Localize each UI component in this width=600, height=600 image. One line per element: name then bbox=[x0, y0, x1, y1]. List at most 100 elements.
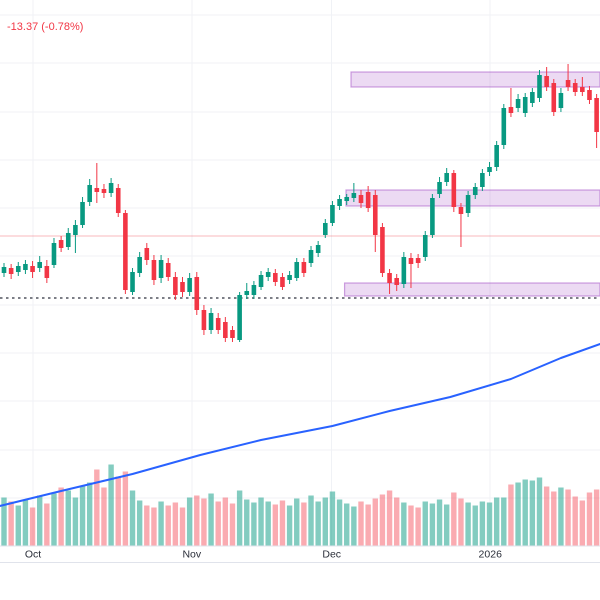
volume-bar bbox=[244, 499, 250, 546]
volume-bar bbox=[522, 479, 528, 546]
volume-bar bbox=[265, 501, 271, 546]
volume-bar bbox=[501, 497, 507, 546]
volume-bar bbox=[315, 501, 321, 546]
candle-up bbox=[265, 272, 271, 277]
volume-bar bbox=[294, 498, 300, 546]
candle-down bbox=[123, 213, 128, 290]
candle-down bbox=[8, 268, 14, 274]
candle-up bbox=[430, 198, 435, 235]
volume-bar bbox=[572, 496, 578, 546]
volume-bar bbox=[401, 502, 407, 546]
volume-bar bbox=[44, 503, 50, 546]
candle-up bbox=[344, 197, 350, 201]
volume-bar bbox=[443, 504, 450, 546]
candle-down bbox=[215, 318, 221, 330]
volume-bar bbox=[365, 504, 371, 546]
volume-bar bbox=[15, 505, 21, 546]
candle-up bbox=[494, 145, 499, 167]
candle-up bbox=[258, 275, 264, 287]
candle-down bbox=[280, 277, 285, 287]
chart-legend: -13.37 (-0.78%) bbox=[7, 21, 83, 34]
volume-bar bbox=[322, 497, 328, 546]
volume-bar bbox=[308, 495, 314, 546]
candle-down bbox=[365, 192, 371, 208]
candle-down bbox=[115, 188, 121, 213]
volume-bar bbox=[79, 485, 86, 546]
volume-bar bbox=[172, 502, 179, 546]
volume-bar bbox=[579, 500, 586, 546]
supply-zone-upper[interactable] bbox=[350, 71, 600, 88]
candle-down bbox=[201, 310, 207, 330]
volume-bar bbox=[358, 501, 364, 546]
candle-down bbox=[151, 260, 157, 280]
volume-bar bbox=[486, 502, 493, 546]
volume-bar bbox=[186, 497, 193, 546]
volume-bar bbox=[215, 501, 221, 546]
candle-up bbox=[108, 183, 114, 193]
volume-bar bbox=[336, 499, 343, 546]
x-axis-label: Nov bbox=[182, 549, 201, 561]
volume-bar bbox=[222, 497, 229, 546]
volume-bar bbox=[451, 492, 457, 546]
demand-zone-lower[interactable] bbox=[343, 282, 600, 297]
candle-up bbox=[65, 233, 71, 247]
candle-down bbox=[30, 266, 35, 272]
candle-up bbox=[137, 257, 142, 273]
candle-up bbox=[315, 245, 321, 253]
candle-down bbox=[572, 83, 578, 92]
candle-up bbox=[437, 182, 442, 194]
volume-bar bbox=[65, 490, 71, 546]
volume-bar bbox=[344, 503, 350, 546]
volume-bar bbox=[129, 490, 136, 546]
volume-bar bbox=[565, 489, 571, 546]
volume-bar bbox=[101, 487, 107, 546]
candle-up bbox=[158, 260, 164, 278]
volume-bar bbox=[458, 498, 464, 546]
candle-down bbox=[144, 248, 150, 260]
candle-down bbox=[180, 282, 185, 292]
candle-down bbox=[301, 262, 307, 273]
candle-up bbox=[472, 187, 478, 195]
time-axis[interactable]: Oct Nov Dec 2026 bbox=[0, 545, 600, 563]
volume-bar bbox=[493, 497, 500, 546]
candle-up bbox=[522, 97, 528, 113]
volume-bar bbox=[286, 505, 293, 546]
candle-up bbox=[530, 92, 535, 103]
candle-down bbox=[58, 240, 64, 248]
candle-down bbox=[387, 273, 392, 283]
candle-up bbox=[444, 173, 449, 182]
candle-down bbox=[173, 277, 178, 295]
volume-bar bbox=[279, 500, 286, 546]
volume-bar bbox=[58, 487, 64, 546]
volume-bars bbox=[1, 464, 600, 546]
candle-up bbox=[15, 266, 21, 272]
candle-down bbox=[380, 227, 385, 273]
candle-up bbox=[558, 93, 564, 108]
candle-down bbox=[223, 322, 228, 338]
volume-bar bbox=[122, 471, 129, 546]
candle-up bbox=[87, 185, 92, 202]
volume-bar bbox=[515, 482, 521, 546]
volume-bar bbox=[408, 505, 414, 546]
candle-up bbox=[208, 313, 214, 330]
volume-bar bbox=[29, 507, 36, 546]
volume-bar bbox=[115, 476, 121, 546]
volume-bar bbox=[151, 507, 157, 546]
candle-up bbox=[537, 75, 542, 98]
candle-up bbox=[23, 264, 28, 270]
volume-bar bbox=[415, 507, 421, 546]
volume-bar bbox=[229, 503, 236, 546]
volume-bar bbox=[37, 495, 43, 546]
candle-down bbox=[372, 195, 378, 235]
moving-average bbox=[0, 343, 600, 507]
volume-bar bbox=[558, 487, 564, 546]
candle-down bbox=[594, 98, 599, 132]
candle-up bbox=[351, 193, 357, 198]
candle-up bbox=[337, 199, 342, 206]
volume-bar bbox=[144, 505, 150, 546]
volume-bar bbox=[379, 494, 386, 546]
x-axis-label: Dec bbox=[322, 549, 341, 561]
candle-up bbox=[330, 205, 335, 223]
